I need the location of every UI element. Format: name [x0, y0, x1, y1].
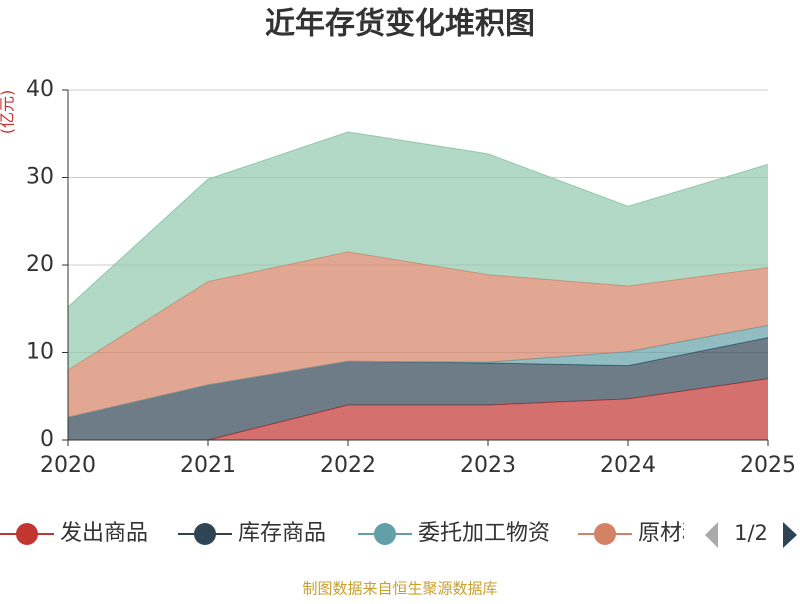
x-tick-label: 2024 — [600, 453, 656, 478]
legend-label: 原材料 — [638, 521, 704, 546]
legend-marker — [374, 523, 396, 545]
area — [68, 132, 768, 370]
legend-marker — [16, 523, 38, 545]
legend-label: 发出商品 — [60, 521, 148, 546]
y-axis-label: (亿元) — [0, 90, 17, 135]
x-tick-label: 2025 — [740, 453, 796, 478]
legend-label: 库存商品 — [238, 521, 326, 546]
area-line — [67, 131, 769, 308]
x-tick-label: 2023 — [460, 453, 516, 478]
y-tick-label: 30 — [26, 165, 54, 190]
area — [68, 251, 768, 418]
legend: 发出商品 库存商品 委托加工物资 原材料 — [0, 521, 704, 546]
y-tick-label: 0 — [40, 427, 54, 452]
y-tick-label: 40 — [26, 77, 54, 102]
chart-title: 近年存货变化堆积图 — [265, 7, 535, 42]
plot-area: 0 10 20 30 40 2020 2021 2022 2023 2024 2025 — [26, 77, 796, 478]
legend-prev[interactable] — [705, 522, 718, 548]
x-tick-label: 2022 — [320, 453, 376, 478]
legend-next[interactable] — [783, 522, 797, 548]
area — [68, 378, 768, 440]
x-tick-label: 2020 — [40, 453, 96, 478]
legend-page: 1/2 — [734, 521, 768, 545]
x-tick-label: 2021 — [180, 453, 236, 478]
legend-marker — [194, 523, 216, 545]
y-tick-label: 20 — [26, 252, 54, 277]
y-tick-label: 10 — [26, 340, 54, 365]
legend-label: 委托加工物资 — [418, 521, 550, 546]
area — [68, 337, 768, 440]
source-note: 制图数据来自恒生聚源数据库 — [302, 580, 497, 598]
legend-marker — [594, 523, 616, 545]
